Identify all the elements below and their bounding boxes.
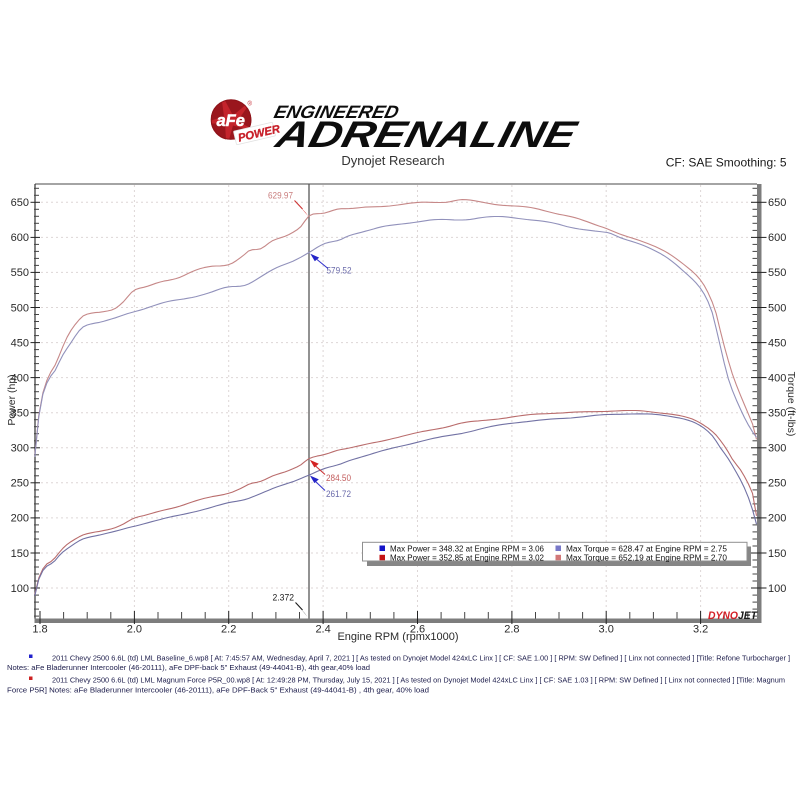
svg-text:aFe: aFe <box>217 112 245 130</box>
svg-text:DYNOJET: DYNOJET <box>708 610 758 622</box>
svg-text:600: 600 <box>768 232 786 244</box>
svg-text:150: 150 <box>768 548 786 560</box>
svg-text:284.50: 284.50 <box>326 473 351 483</box>
svg-text:200: 200 <box>768 513 786 525</box>
svg-text:250: 250 <box>11 478 29 490</box>
svg-text:100: 100 <box>11 583 29 595</box>
svg-text:CF: SAE Smoothing: 5: CF: SAE Smoothing: 5 <box>666 156 787 170</box>
svg-text:550: 550 <box>11 267 29 279</box>
svg-text:Dynojet Research: Dynojet Research <box>341 153 444 168</box>
svg-text:3.0: 3.0 <box>599 624 614 636</box>
svg-text:2011 Chevy 2500 6.6L (td) LML: 2011 Chevy 2500 6.6L (td) LML Magnum For… <box>52 676 785 685</box>
svg-text:ADRENALINE: ADRENALINE <box>271 114 583 155</box>
svg-text:2.6: 2.6 <box>410 624 425 636</box>
svg-text:500: 500 <box>768 302 786 314</box>
svg-text:Max Power = 352.85 at Engine R: Max Power = 352.85 at Engine RPM = 3.02 <box>390 553 544 563</box>
svg-text:®: ® <box>248 101 253 108</box>
svg-text:400: 400 <box>768 372 786 384</box>
svg-text:Force P5R] Notes: aFe Blader: Force P5R] Notes: aFe Bladerunner Interc… <box>7 686 429 695</box>
svg-text:500: 500 <box>11 302 29 314</box>
svg-text:300: 300 <box>768 443 786 455</box>
svg-text:450: 450 <box>768 337 786 349</box>
svg-text:550: 550 <box>768 267 786 279</box>
svg-text:579.52: 579.52 <box>327 266 352 276</box>
svg-text:650: 650 <box>11 197 29 209</box>
svg-text:400: 400 <box>11 372 29 384</box>
svg-text:2011 Chevy 2500 6.6L (td) LML: 2011 Chevy 2500 6.6L (td) LML Baseline_6… <box>52 654 790 663</box>
svg-text:1.8: 1.8 <box>32 624 47 636</box>
svg-text:150: 150 <box>11 548 29 560</box>
svg-text:2.372: 2.372 <box>273 593 295 603</box>
svg-text:ENGINEERED: ENGINEERED <box>272 101 401 122</box>
svg-text:600: 600 <box>11 232 29 244</box>
svg-text:350: 350 <box>11 408 29 420</box>
svg-text:Power (hp): Power (hp) <box>6 374 18 425</box>
svg-text:2.0: 2.0 <box>127 624 142 636</box>
svg-text:300: 300 <box>11 443 29 455</box>
svg-text:200: 200 <box>11 513 29 525</box>
svg-text:250: 250 <box>768 478 786 490</box>
svg-text:650: 650 <box>768 197 786 209</box>
svg-text:350: 350 <box>768 408 786 420</box>
svg-text:629.97: 629.97 <box>268 191 293 201</box>
svg-text:450: 450 <box>11 337 29 349</box>
svg-text:100: 100 <box>768 583 786 595</box>
svg-text:2.4: 2.4 <box>315 624 330 636</box>
svg-text:2.2: 2.2 <box>221 624 236 636</box>
svg-text:Notes: aFe Bladerunner Interco: Notes: aFe Bladerunner Intercooler (46-2… <box>7 663 370 672</box>
svg-text:261.72: 261.72 <box>326 489 351 499</box>
svg-text:3.2: 3.2 <box>693 624 708 636</box>
svg-text:Max Torque = 652.19 at Engine: Max Torque = 652.19 at Engine RPM = 2.70 <box>566 553 727 563</box>
svg-text:2.8: 2.8 <box>504 624 519 636</box>
svg-text:Engine RPM (rpmx1000): Engine RPM (rpmx1000) <box>337 631 458 643</box>
svg-text:Max Torque = 628.47 at Engine: Max Torque = 628.47 at Engine RPM = 2.75 <box>566 543 727 553</box>
svg-text:Torque (ft-lbs): Torque (ft-lbs) <box>785 372 797 437</box>
svg-text:Max Power = 348.32 at Engine R: Max Power = 348.32 at Engine RPM = 3.06 <box>390 543 544 553</box>
